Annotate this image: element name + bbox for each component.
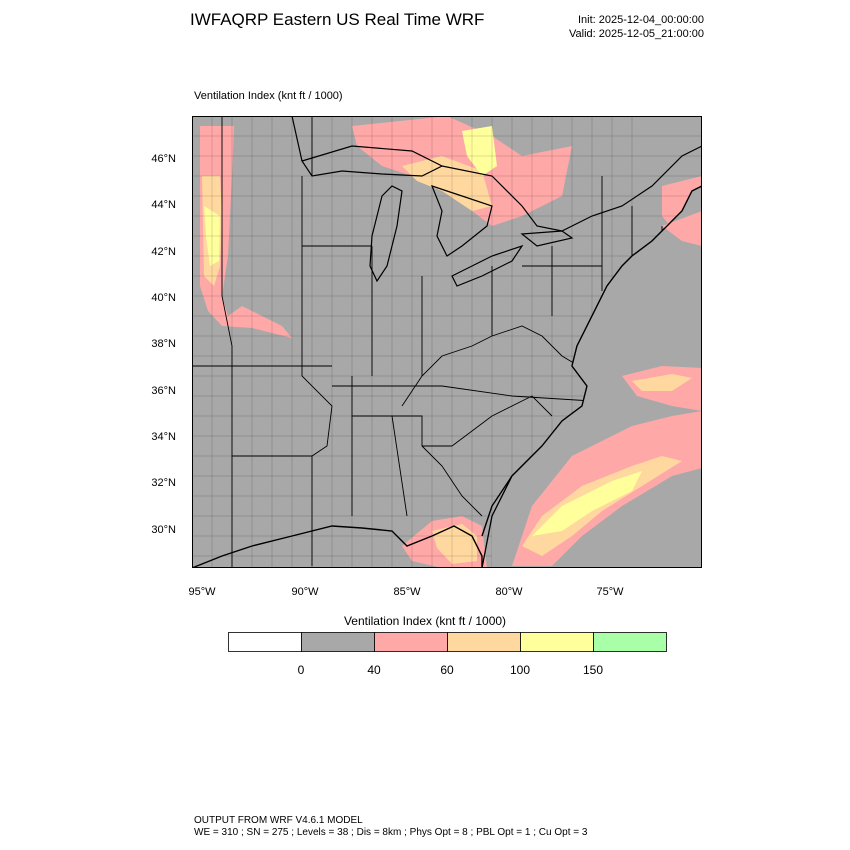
model-info-line2: WE = 310 ; SN = 275 ; Levels = 38 ; Dis … (194, 827, 588, 838)
init-time: Init: 2025-12-04_00:00:00 (578, 14, 704, 26)
lat-label-42: 42°N (151, 246, 176, 258)
lat-label-30: 30°N (151, 524, 176, 536)
vi-40-60-west (200, 126, 292, 338)
map-panel (192, 116, 702, 568)
lat-label-46: 46°N (151, 153, 176, 165)
lat-label-38: 38°N (151, 338, 176, 350)
colorbar-label-150: 150 (582, 663, 604, 677)
colorbar-bin-2 (374, 632, 448, 652)
colorbar-bin-3 (447, 632, 521, 652)
colorbar-bin-5 (593, 632, 667, 652)
colorbar-label-100: 100 (509, 663, 531, 677)
lon-label-75: 75°W (596, 586, 624, 598)
coastline-east (481, 185, 702, 568)
map-border (192, 116, 702, 568)
ocean-shading (512, 211, 702, 566)
lon-label-90: 90°W (291, 586, 319, 598)
model-info: OUTPUT FROM WRF V4.6.1 MODEL WE = 310 ; … (194, 815, 587, 839)
lat-label-36: 36°N (151, 385, 176, 397)
lat-label-40: 40°N (151, 292, 176, 304)
lat-label-34: 34°N (151, 431, 176, 443)
colorbar-label-60: 60 (440, 663, 454, 677)
canada-border (291, 116, 702, 232)
plot-title: IWFAQRP Eastern US Real Time WRF (190, 10, 485, 29)
lon-label-95: 95°W (188, 586, 216, 598)
colorbar-label-40: 40 (367, 663, 381, 677)
colorbar-bin-4 (520, 632, 594, 652)
vi-60-100-gulf (432, 524, 477, 564)
lat-label-44: 44°N (151, 199, 176, 211)
lon-label-85: 85°W (393, 586, 421, 598)
vi-100-150-lakes (462, 126, 497, 176)
colorbar-bin-1 (301, 632, 375, 652)
lat-label-32: 32°N (151, 477, 176, 489)
colorbar-label-0: 0 (297, 663, 305, 677)
run-times: Init: 2025-12-04_00:00:00 Valid: 2025-12… (569, 13, 704, 41)
colorbar-bin-0 (228, 632, 302, 652)
model-info-line1: OUTPUT FROM WRF V4.6.1 MODEL (194, 815, 363, 826)
colorbar-title: Ventilation Index (knt ft / 1000) (343, 614, 507, 628)
field-label: Ventilation Index (knt ft / 1000) (194, 90, 343, 102)
valid-time: Valid: 2025-12-05_21:00:00 (569, 28, 704, 40)
colorbar (228, 632, 667, 652)
lon-label-80: 80°W (495, 586, 523, 598)
vi-60-100-lakes (402, 156, 492, 211)
